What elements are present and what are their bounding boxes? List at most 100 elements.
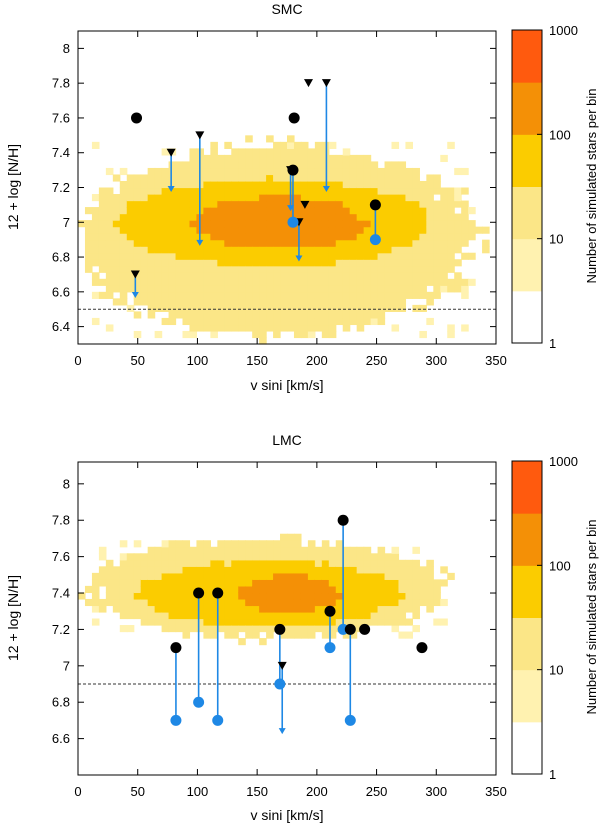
smc-density-cell xyxy=(412,246,420,254)
smc-density-cell xyxy=(266,259,274,267)
lmc-density-cell xyxy=(154,618,163,626)
smc-density-cell xyxy=(321,226,330,234)
smc-density-cell xyxy=(91,252,100,260)
smc-density-cell xyxy=(182,285,191,293)
smc-density-cell xyxy=(280,167,288,176)
smc-density-cell xyxy=(314,187,323,195)
smc-density-cell xyxy=(307,330,316,339)
lmc-density-cell xyxy=(210,572,218,580)
lmc-density-cell xyxy=(293,566,302,574)
smc-density-cell xyxy=(391,265,400,273)
smc-density-cell xyxy=(245,291,253,299)
lmc-density-cell xyxy=(391,579,400,587)
smc-density-cell xyxy=(189,259,198,267)
smc-density-cell xyxy=(307,174,316,182)
smc-density-cell xyxy=(161,272,170,280)
smc-density-cell xyxy=(175,187,184,195)
lmc-density-cell xyxy=(154,611,163,620)
smc-density-cell xyxy=(426,265,434,273)
smc-density-cell xyxy=(314,200,323,208)
smc-density-cell xyxy=(259,324,267,332)
lmc-density-cell xyxy=(133,605,142,613)
lmc-density-cell xyxy=(426,566,434,574)
smc-density-cell xyxy=(461,252,469,260)
smc-density-cell xyxy=(231,194,239,202)
smc-density-cell xyxy=(98,259,107,267)
smc-density-cell xyxy=(210,317,218,326)
lmc-density-cell xyxy=(203,566,211,574)
smc-density-cell xyxy=(280,154,288,163)
lmc-density-cell xyxy=(280,572,288,580)
smc-density-cell xyxy=(112,194,121,202)
smc-density-cell xyxy=(335,207,344,215)
lmc-density-cell xyxy=(259,598,267,607)
lmc-density-cell xyxy=(293,605,302,613)
smc-density-cell xyxy=(412,233,420,241)
lmc-density-cell xyxy=(133,566,142,574)
lmc-density-cell xyxy=(224,553,232,561)
smc-density-cell xyxy=(182,278,191,286)
lmc-density-cell xyxy=(398,605,407,613)
lmc-density-cell xyxy=(321,618,330,626)
smc-density-cell xyxy=(280,278,288,286)
lmc-density-cell xyxy=(203,611,211,620)
smc-density-cell xyxy=(398,167,407,176)
lmc-density-cell xyxy=(280,585,288,594)
lmc-density-cell xyxy=(447,572,455,580)
lmc-density-cell xyxy=(203,585,211,594)
lmc-density-cell xyxy=(112,598,121,607)
smc-density-cell xyxy=(405,265,413,273)
smc-density-cell xyxy=(433,200,441,208)
smc-density-cell xyxy=(342,317,351,326)
smc-density-cell xyxy=(461,220,469,228)
smc-density-cell xyxy=(238,304,246,312)
smc-y-axis-label: 12 + log [N/H] xyxy=(5,144,21,230)
lmc-density-cell xyxy=(182,611,191,620)
smc-density-cell xyxy=(287,304,295,312)
lmc-density-cell xyxy=(363,572,372,580)
smc-density-cell xyxy=(287,239,295,247)
lmc-density-cell xyxy=(98,598,107,607)
smc-density-cell xyxy=(363,213,372,221)
smc-density-cell xyxy=(231,291,239,299)
smc-density-cell xyxy=(196,324,204,332)
lmc-density-cell xyxy=(119,572,128,580)
lmc-density-cell xyxy=(133,572,142,580)
smc-density-cell xyxy=(447,239,455,247)
smc-density-cell xyxy=(133,213,142,221)
lmc-density-cell xyxy=(119,611,128,620)
smc-density-cell xyxy=(454,220,462,228)
smc-density-cell xyxy=(245,207,253,215)
smc-density-cell xyxy=(266,174,274,182)
smc-density-cell xyxy=(245,324,253,332)
lmc-density-cell xyxy=(224,592,232,600)
smc-density-cell xyxy=(419,259,427,267)
lmc-density-cell xyxy=(259,592,267,600)
lmc-density-cell xyxy=(154,553,163,561)
smc-density-cell xyxy=(119,200,128,208)
lmc-density-cell xyxy=(391,546,400,554)
smc-title: SMC xyxy=(271,1,302,17)
lmc-density-cell xyxy=(293,559,302,567)
lmc-density-cell xyxy=(189,566,198,574)
smc-density-cell xyxy=(203,278,211,286)
lmc-density-cell xyxy=(391,585,400,594)
smc-density-cell xyxy=(189,200,198,208)
lmc-density-cell xyxy=(384,572,393,580)
smc-x-tick-label: 250 xyxy=(366,353,388,368)
smc-density-cell xyxy=(133,233,142,241)
smc-density-cell xyxy=(273,148,281,156)
smc-density-cell xyxy=(287,252,295,260)
smc-density-cell xyxy=(370,291,379,299)
smc-density-cell xyxy=(300,154,309,163)
smc-density-cell xyxy=(307,200,316,208)
smc-density-cell xyxy=(328,330,337,339)
smc-colorbar-band xyxy=(512,290,542,344)
smc-density-cell xyxy=(356,259,365,267)
smc-density-cell xyxy=(314,285,323,293)
smc-density-cell xyxy=(154,252,163,260)
lmc-density-cell xyxy=(189,592,198,600)
lmc-observed-point xyxy=(274,623,286,635)
smc-density-cell xyxy=(314,239,323,247)
smc-density-cell xyxy=(391,200,400,208)
